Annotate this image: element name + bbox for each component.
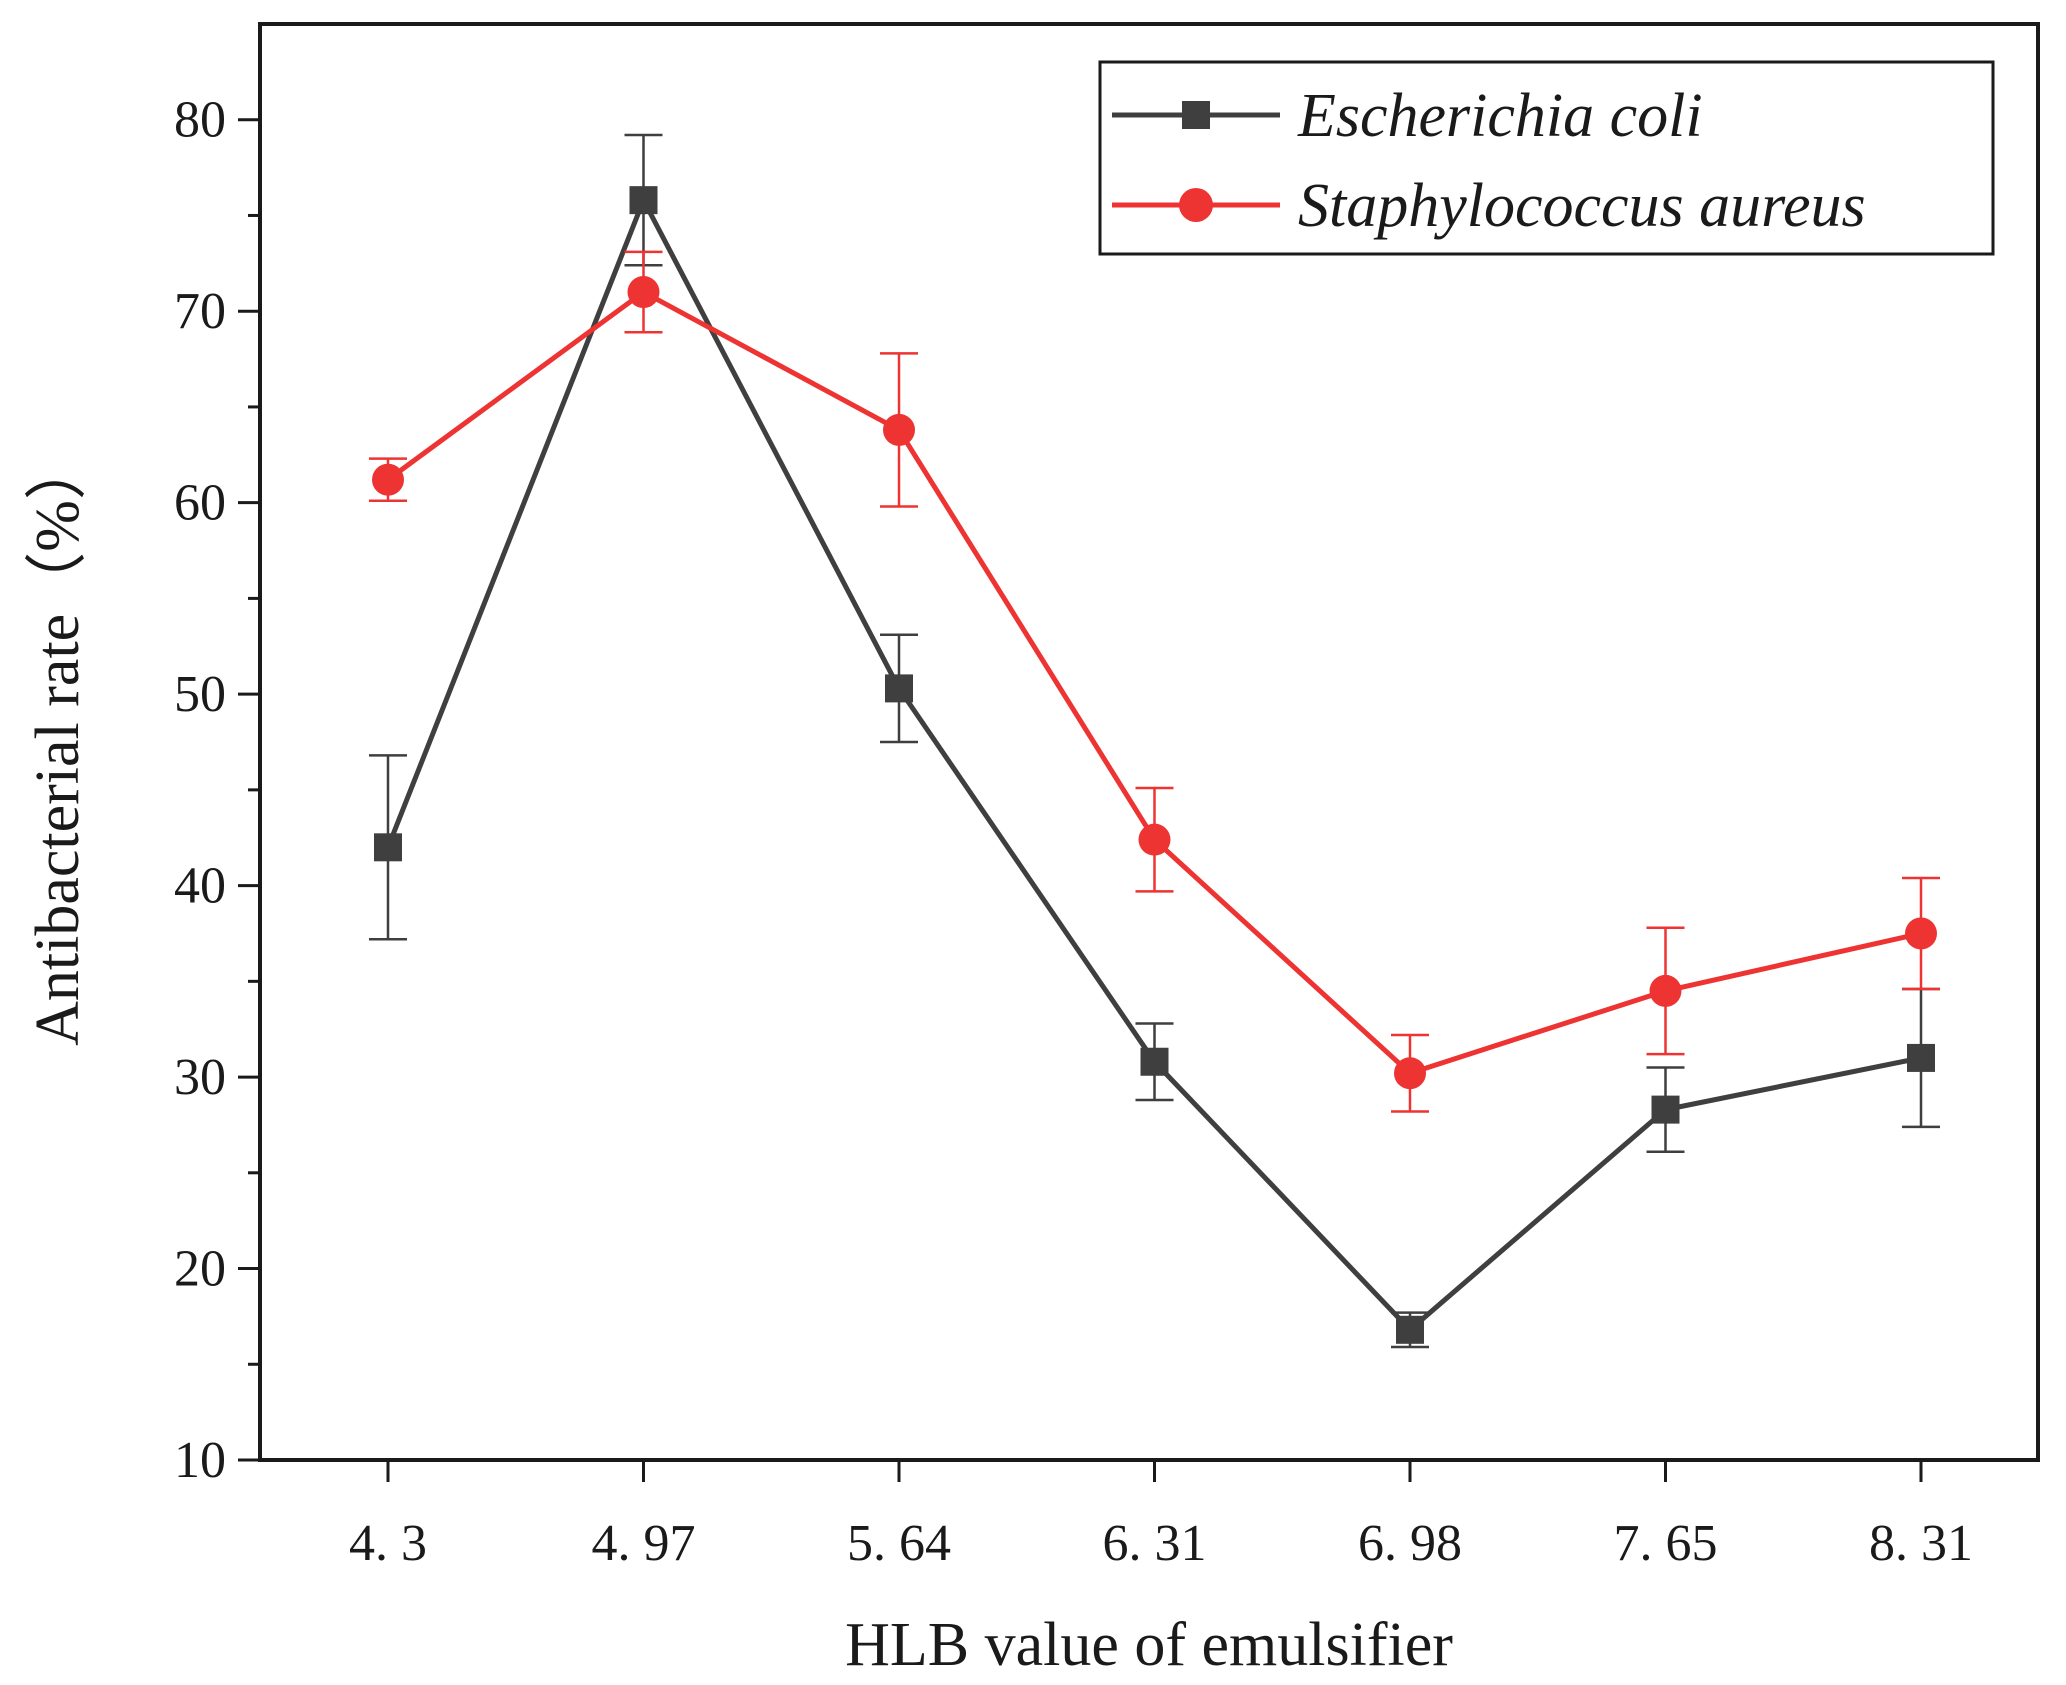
- series-escherichia-coli: [369, 133, 1940, 1349]
- x-tick-label: 6. 98: [1358, 1515, 1462, 1572]
- x-tick-label: 6. 31: [1103, 1515, 1207, 1572]
- data-point-escherichia-coli: [1140, 1047, 1169, 1076]
- x-tick-label: 7. 65: [1614, 1515, 1718, 1572]
- series-layer: [369, 133, 1940, 1349]
- data-point-escherichia-coli: [629, 186, 658, 215]
- y-axis-title: Antibacterial rate（%）: [24, 438, 92, 1046]
- data-point-staphylococcus-aureus: [372, 463, 404, 496]
- y-tick-label: 20: [174, 1241, 226, 1298]
- data-point-staphylococcus-aureus: [883, 413, 915, 446]
- legend-label-staphylococcus-aureus: Staphylococcus aureus: [1298, 172, 1866, 240]
- y-tick-label: 80: [174, 92, 226, 149]
- data-point-escherichia-coli: [1396, 1315, 1424, 1344]
- series-staphylococcus-aureus: [369, 250, 1940, 1113]
- data-point-staphylococcus-aureus: [627, 276, 660, 309]
- y-tick-label: 40: [174, 858, 226, 915]
- data-point-escherichia-coli: [885, 674, 913, 703]
- y-tick-label: 70: [174, 283, 226, 340]
- legend-box: [1098, 60, 1995, 256]
- data-point-escherichia-coli: [1907, 1043, 1935, 1072]
- legend-marker-escherichia-coli: [1182, 101, 1210, 129]
- y-tick-label: 30: [174, 1049, 226, 1106]
- x-tick-label: 4. 3: [349, 1515, 427, 1572]
- legend-label-escherichia-coli: Escherichia coli: [1297, 82, 1703, 150]
- legend: Escherichia coli Staphylococcus aureus: [1098, 60, 1995, 256]
- x-axis: 4. 3 4. 97 5. 64 6. 31 6. 98 7. 65 8. 31: [349, 1460, 1973, 1572]
- x-tick-label: 8. 31: [1869, 1515, 1973, 1572]
- y-tick-label: 60: [174, 475, 226, 532]
- data-point-staphylococcus-aureus: [1138, 823, 1171, 856]
- x-tick-label: 4. 97: [592, 1515, 696, 1572]
- data-point-staphylococcus-aureus: [1649, 974, 1682, 1007]
- x-tick-label: 5. 64: [847, 1515, 951, 1572]
- y-tick-label: 50: [174, 666, 226, 723]
- y-axis: 10 20 30 40 50 60 70 80: [174, 92, 260, 1489]
- data-point-staphylococcus-aureus: [1394, 1057, 1426, 1090]
- legend-marker-staphylococcus-aureus: [1179, 188, 1213, 222]
- plot-frame: [258, 22, 2040, 1462]
- data-point-staphylococcus-aureus: [1905, 917, 1937, 950]
- series-line-escherichia-coli: [385, 197, 1922, 1333]
- data-point-escherichia-coli: [374, 833, 402, 862]
- y-tick-label: 10: [174, 1432, 226, 1489]
- series-line-staphylococcus-aureus: [386, 289, 1922, 1076]
- x-axis-title: HLB value of emulsifier: [845, 1611, 1453, 1679]
- data-point-escherichia-coli: [1651, 1095, 1680, 1124]
